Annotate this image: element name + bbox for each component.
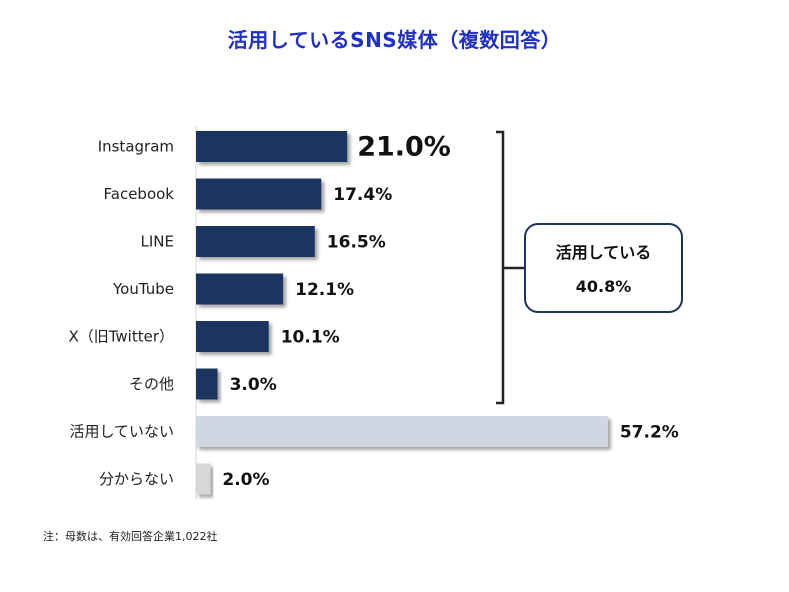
category-label-3: YouTube [112, 280, 174, 298]
bar-2 [196, 226, 315, 257]
value-label-6: 57.2% [620, 423, 679, 443]
usage-summary-label: 活用している [555, 243, 652, 262]
usage-summary-value: 40.8% [575, 277, 632, 296]
usage-summary-box: 活用している 40.8% [524, 223, 683, 313]
chart-title: 活用しているSNS媒体（複数回答） [227, 28, 562, 52]
value-label-2: 16.5% [327, 233, 386, 253]
bar-3 [196, 273, 284, 305]
category-label-0: Instagram [98, 138, 174, 156]
category-label-5: その他 [129, 375, 174, 393]
bar-1 [196, 178, 322, 210]
value-label-1: 17.4% [333, 185, 392, 205]
bar-0 [196, 131, 348, 162]
bars-group: Instagram 21.0% Facebook 17.4% LINE 16.5% YouT… [68, 131, 679, 495]
bar-4 [196, 321, 269, 352]
bar-6 [196, 416, 608, 447]
category-label-6: 活用していない [69, 423, 174, 441]
usage-bracket [496, 130, 524, 405]
category-label-7: 分からない [99, 470, 174, 488]
value-label-7: 2.0% [222, 470, 269, 490]
value-label-0: 21.0% [357, 132, 451, 163]
category-label-2: LINE [141, 233, 174, 251]
bar-5 [196, 368, 218, 400]
footnote: 注：母数は、有効回答企業1,022社 [43, 530, 218, 543]
bar-7 [196, 463, 211, 495]
category-label-1: Facebook [104, 185, 175, 203]
category-label-4: X（旧Twitter） [68, 328, 174, 346]
value-label-4: 10.1% [281, 328, 340, 348]
value-label-5: 3.0% [230, 375, 277, 395]
value-label-3: 12.1% [295, 280, 354, 300]
